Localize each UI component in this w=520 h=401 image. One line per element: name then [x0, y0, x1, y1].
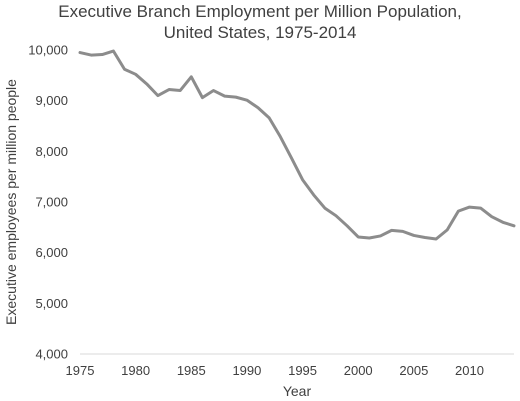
y-tick-label: 7,000 [35, 195, 68, 210]
data-point [368, 236, 371, 239]
data-point [513, 224, 516, 227]
data-point [156, 94, 159, 97]
data-point [134, 73, 137, 76]
data-point [423, 236, 426, 239]
data-point [457, 210, 460, 213]
data-point [268, 116, 271, 119]
x-tick-label: 1990 [232, 363, 261, 378]
data-point [479, 207, 482, 210]
y-tick-label: 8,000 [35, 144, 68, 159]
data-point [412, 234, 415, 237]
data-point [312, 193, 315, 196]
data-point [468, 206, 471, 209]
data-point [223, 95, 226, 98]
data-point [201, 96, 204, 99]
plot-area [78, 49, 516, 241]
data-point [379, 234, 382, 237]
y-axis-title: Executive employees per million people [3, 79, 19, 325]
y-tick-label: 10,000 [28, 43, 68, 58]
data-point [490, 215, 493, 218]
y-tick-label: 9,000 [35, 93, 68, 108]
data-point [179, 89, 182, 92]
data-point [212, 89, 215, 92]
x-tick-label: 2005 [399, 363, 428, 378]
data-point [234, 96, 237, 99]
data-point [357, 235, 360, 238]
x-tick-label: 1980 [121, 363, 150, 378]
data-point [334, 214, 337, 217]
data-point [257, 106, 260, 109]
data-point [446, 228, 449, 231]
data-point [401, 230, 404, 233]
x-tick-label: 1985 [177, 363, 206, 378]
data-point [190, 75, 193, 78]
data-point [390, 229, 393, 232]
data-point [112, 50, 115, 53]
data-point [245, 99, 248, 102]
data-point [501, 221, 504, 224]
y-tick-label: 5,000 [35, 296, 68, 311]
data-point [323, 207, 326, 210]
y-axis: 4,000 5,000 6,000 7,000 8,000 9,000 10,000 [28, 43, 68, 362]
data-point [101, 53, 104, 56]
x-tick-label: 1975 [66, 363, 95, 378]
x-axis-title: Year [283, 383, 312, 399]
data-point [346, 224, 349, 227]
data-point [168, 88, 171, 91]
x-axis: 1975 1980 1985 1990 1995 2000 2005 2010 [66, 353, 514, 378]
x-tick-label: 1995 [288, 363, 317, 378]
data-point [90, 54, 93, 57]
data-point [301, 178, 304, 181]
y-tick-label: 4,000 [35, 347, 68, 362]
data-point [279, 135, 282, 138]
x-tick-label: 2010 [455, 363, 484, 378]
data-point [123, 68, 126, 71]
x-tick-label: 2000 [344, 363, 373, 378]
chart-title-line-2: United States, 1975-2014 [164, 23, 357, 42]
chart-title-line-1: Executive Branch Employment per Million … [58, 2, 461, 21]
data-point [290, 156, 293, 159]
y-tick-label: 6,000 [35, 245, 68, 260]
data-point [79, 51, 82, 54]
series-line [78, 49, 516, 241]
data-point [435, 237, 438, 240]
data-point [145, 82, 148, 85]
